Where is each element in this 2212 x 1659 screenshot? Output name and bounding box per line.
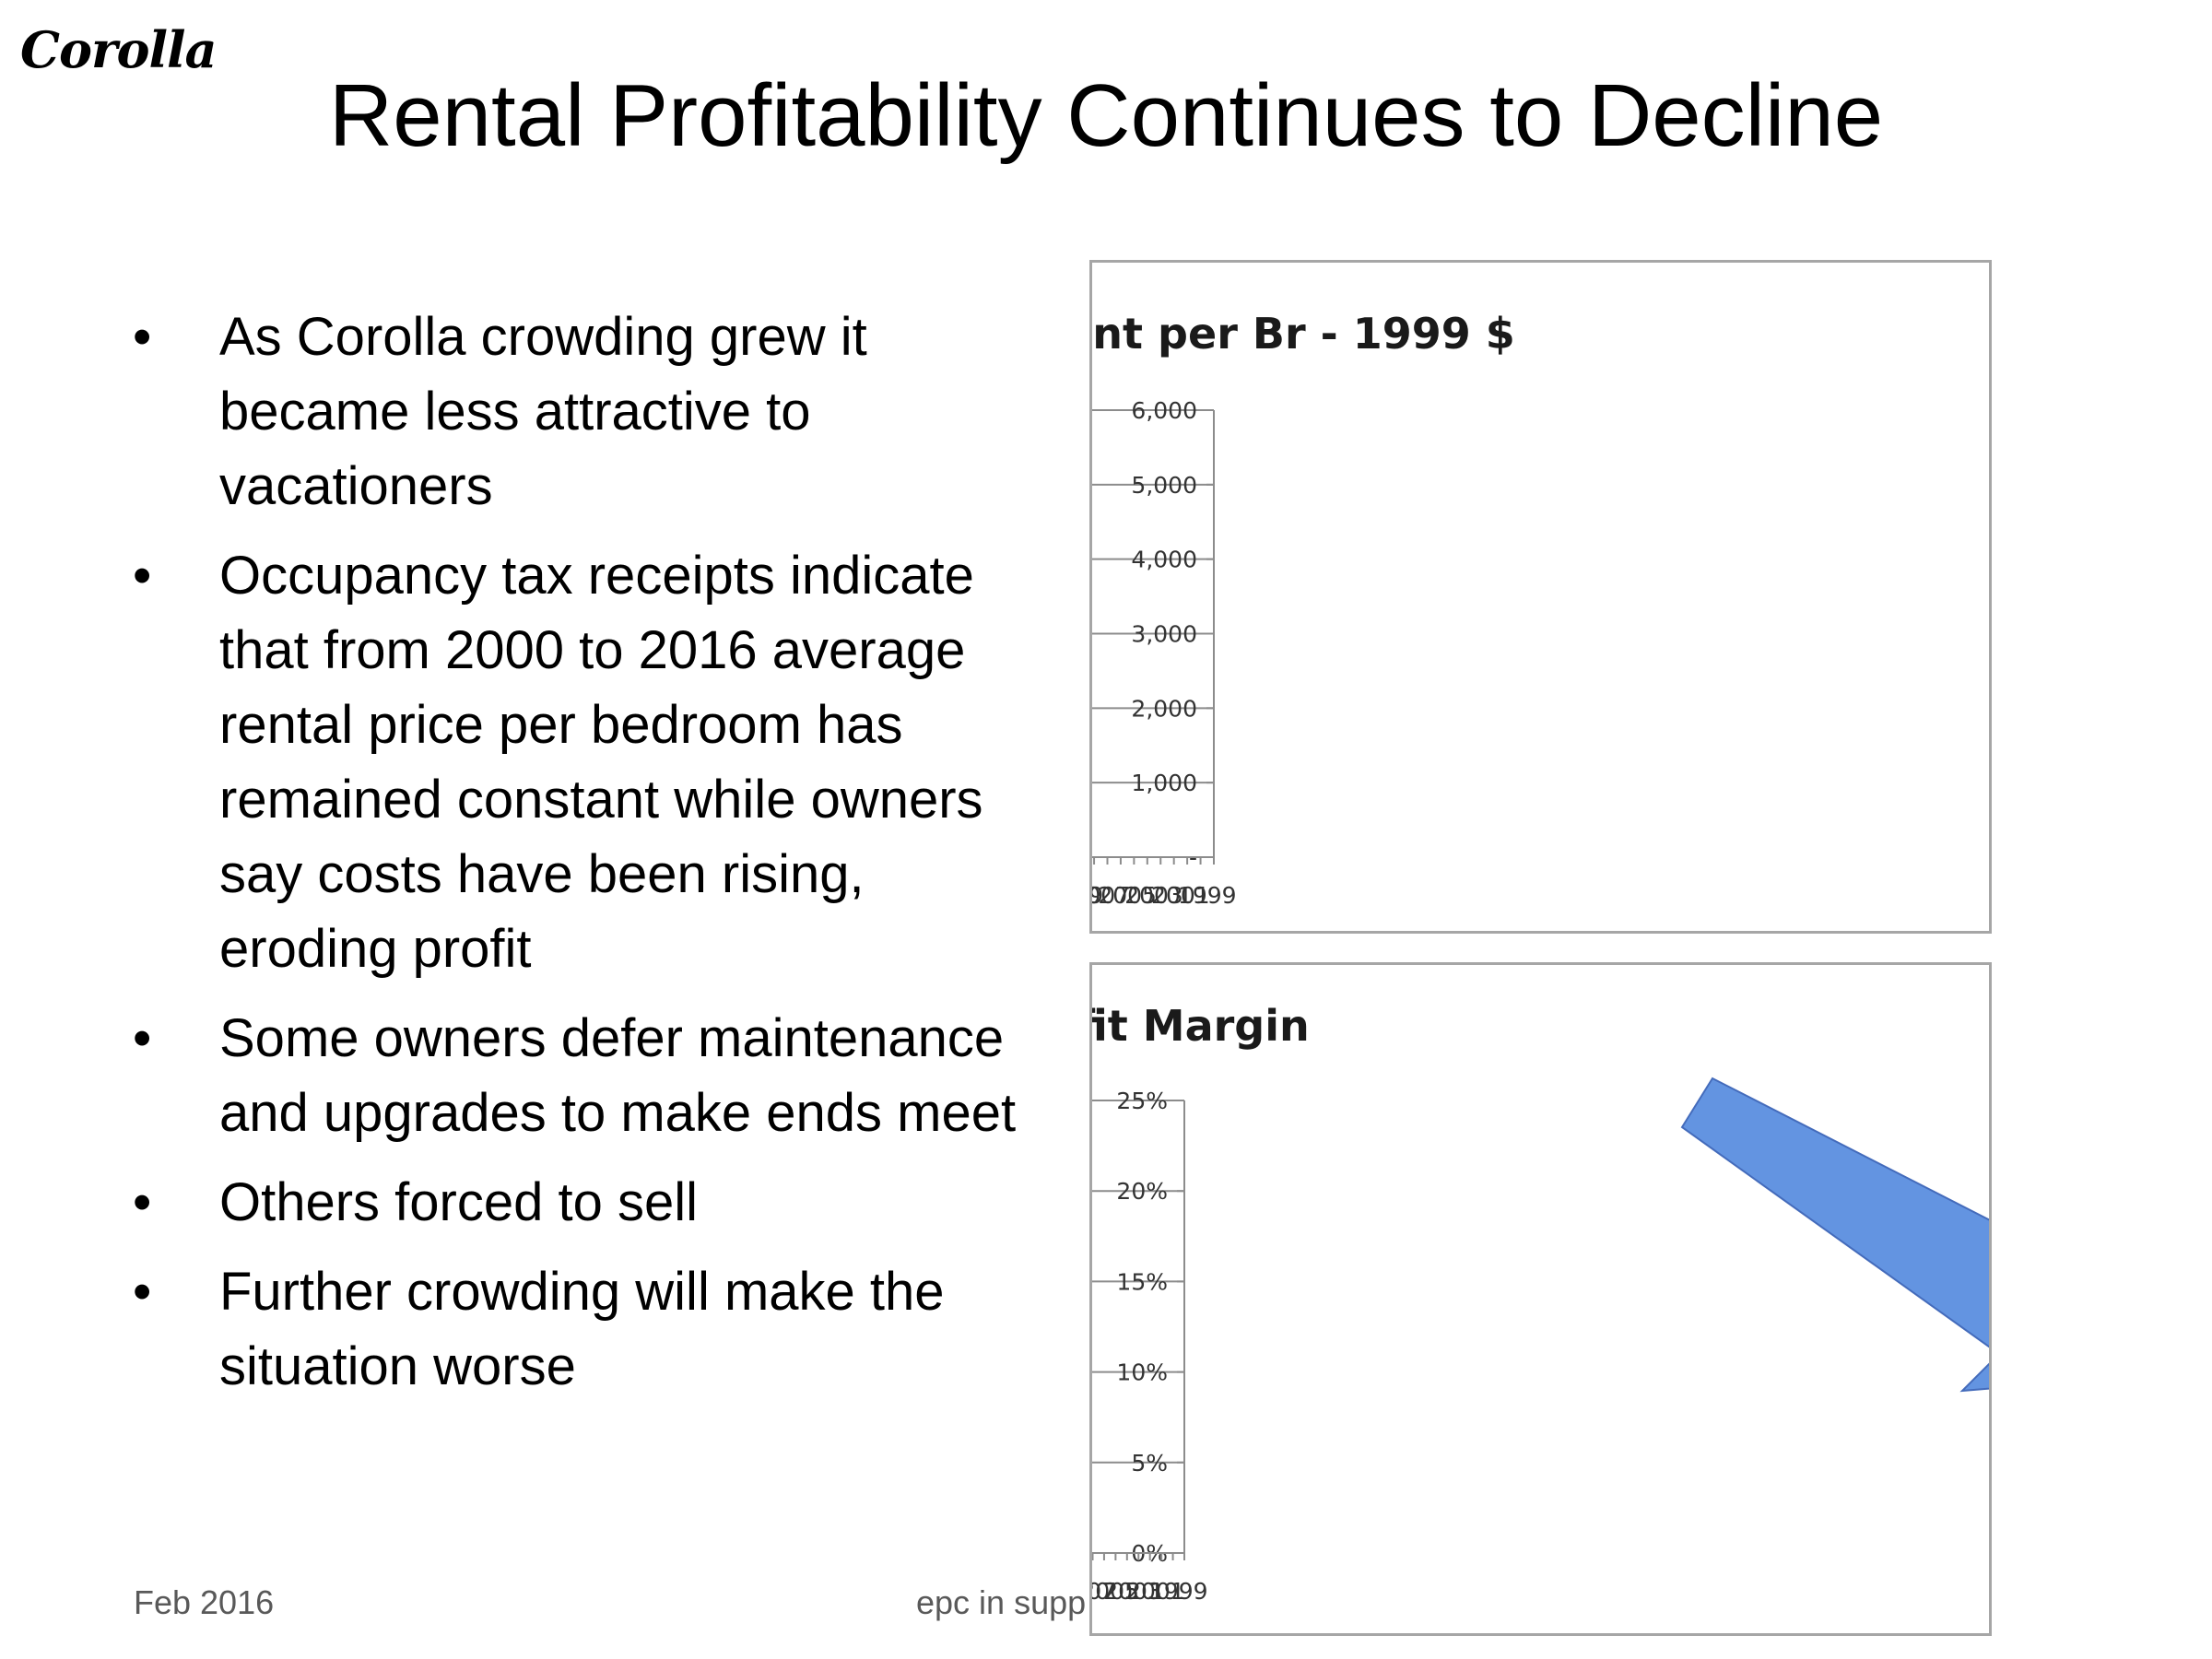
y-tick-label: 1,000 [1131,770,1197,796]
bullet-text: Occupancy tax receipts indicate that fro… [219,546,983,979]
y-tick-label: 10% [1116,1359,1168,1386]
x-tick-label: 2001 [1151,882,1210,909]
y-tick-label: 25% [1116,1088,1168,1114]
bullet-item: • Others forced to sell [129,1165,1041,1240]
footer-date: Feb 2016 [134,1583,275,1621]
x-tick-label: 2009 [1092,1578,1093,1605]
x-tick-label: 2003 [1124,882,1183,909]
y-tick-label: 6,000 [1131,397,1197,424]
profit-margin-chart: Real Profit Margin0%5%10%15%20%25%199920… [1089,962,1992,1636]
x-tick-label: 2005 [1098,882,1157,909]
y-tick-label: 20% [1116,1178,1168,1205]
bullet-text: Further crowding will make the situation… [219,1262,945,1396]
y-tick-label: 4,000 [1131,547,1197,573]
bullet-item: • Occupancy tax receipts indicate that fr… [129,538,1041,986]
slide-title: Rental Profitability Continues to Declin… [328,66,1884,165]
rent-chart-svg: Annual Gross Rent per Br - 1999 $-1,0002… [1092,309,1515,909]
corolla-logo: Corolla [20,20,217,79]
x-tick-label: 2005 [1092,1578,1139,1605]
bullet-marker: • [133,1008,152,1068]
x-tick-label: 2009 [1092,882,1103,909]
chart-title: Annual Gross Rent per Br - 1999 $ [1092,309,1515,359]
chart-title: Real Profit Margin [1092,1001,1310,1051]
bullet-marker: • [133,546,152,606]
bullet-marker: • [133,1172,152,1232]
bullet-item: • As Corolla crowding grew it became less… [129,300,1041,524]
y-tick-label: 5% [1131,1450,1168,1477]
bullet-text: As Corolla crowding grew it became less … [219,307,867,516]
bullet-text: Others forced to sell [219,1172,698,1232]
rent-chart: Annual Gross Rent per Br - 1999 $-1,0002… [1089,260,1992,934]
bullet-list: • As Corolla crowding grew it became less… [129,300,1041,1418]
bullet-marker: • [133,307,152,367]
bullet-marker: • [133,1262,152,1322]
footer-center-text: epc in supp [916,1583,1087,1621]
profit-chart-svg: Real Profit Margin0%5%10%15%20%25%199920… [1092,1001,1989,1605]
y-tick-label: 15% [1116,1268,1168,1295]
y-tick-label: 2,000 [1131,695,1197,722]
x-tick-label: 2007 [1092,1578,1116,1605]
x-tick-label: 2001 [1126,1578,1185,1605]
y-tick-label: 3,000 [1131,621,1197,648]
bullet-text: Some owners defer maintenance and upgrad… [219,1008,1017,1143]
trend-arrow-icon [1680,1077,1989,1393]
y-tick-label: 5,000 [1131,472,1197,499]
x-tick-label: 1999 [1149,1578,1208,1605]
x-tick-label: 2007 [1092,882,1130,909]
bullet-item: • Further crowding will make the situatio… [129,1254,1041,1404]
x-tick-label: 1999 [1178,882,1237,909]
x-tick-label: 2003 [1103,1578,1162,1605]
bullet-item: • Some owners defer maintenance and upgra… [129,1001,1041,1150]
